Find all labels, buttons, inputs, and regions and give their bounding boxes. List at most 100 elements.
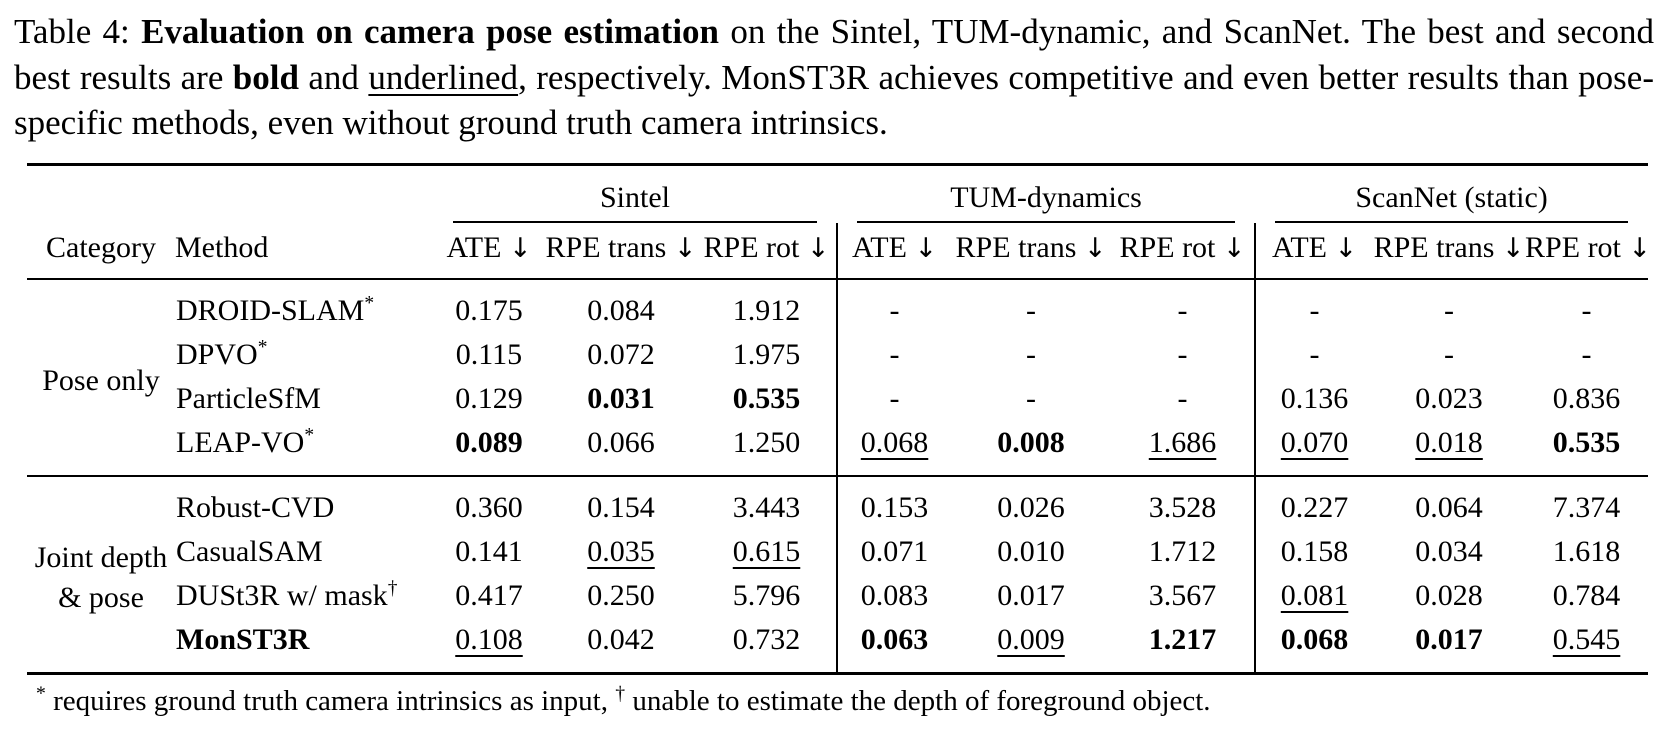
value-cell: 1.686	[1111, 420, 1257, 476]
value-cell: 0.072	[587, 337, 655, 371]
down-arrow-icon: ↓	[673, 232, 697, 264]
table-row: Joint depth & pose Robust-CVD 0.360 0.154 3.4…	[27, 474, 1649, 673]
footnote-segment: †	[615, 681, 626, 704]
value-cell: 3.567	[1111, 573, 1257, 618]
caption-segment: on the Sintel, TUM-dynamic, and ScanNet.…	[14, 12, 1655, 97]
footnote-segment: unable to estimate the depth of foregrou…	[625, 684, 1211, 717]
value-cell: 0.028	[1415, 578, 1483, 612]
group-underline	[453, 220, 818, 223]
table-row: CasualSAM 0.141 0.035 0.615 0.071 0.010 1.712 0…	[27, 529, 1648, 574]
value-cell: -	[889, 293, 900, 327]
dataset-group-title: TUM-dynamics	[950, 180, 1142, 214]
value-cell: 0.026	[951, 474, 1112, 530]
value-cell: 1.618	[1552, 534, 1621, 568]
value-cell: 0.018	[1415, 425, 1483, 459]
dataset-group-title: Sintel	[600, 180, 671, 214]
method-name: DPVO	[176, 337, 258, 371]
value-cell: 0.035	[587, 534, 655, 568]
method-column-header: Method	[175, 222, 433, 280]
value-cell: -	[1444, 293, 1455, 327]
value-cell: 0.084	[587, 293, 655, 327]
method-cell: DROID-SLAM*	[175, 279, 433, 333]
value-cell: -	[1111, 376, 1257, 421]
value-cell: 0.089	[455, 425, 523, 459]
caption-segment: and	[298, 57, 369, 97]
table-row: MonST3R 0.108 0.042 0.732 0.063 0.009 1.217 0.0…	[27, 617, 1648, 674]
method-cell: MonST3R	[175, 618, 433, 674]
method-cell: DPVO*	[175, 333, 433, 377]
table-caption: Table 4: Evaluation on camera pose estim…	[0, 0, 1674, 146]
table-section: Joint depth & pose Robust-CVD 0.360 0.154 3.4…	[27, 474, 1649, 674]
value-cell: 0.068	[1280, 622, 1349, 656]
value-cell: 0.063	[860, 622, 929, 656]
value-cell: 0.009	[997, 622, 1065, 656]
footnote: * requires ground truth camera intrinsic…	[0, 675, 1674, 718]
metric-column-header: ATE ↓	[1255, 222, 1374, 280]
group-underline	[1275, 220, 1629, 223]
metric-column-header: RPE rot ↓	[1111, 222, 1257, 280]
value-cell: 5.796	[697, 573, 839, 618]
value-cell: -	[1111, 278, 1257, 333]
value-cell: 0.250	[587, 578, 655, 612]
table-row: ParticleSfM 0.129 0.031 0.535- - -0.136 0.023 0…	[27, 376, 1648, 421]
value-cell: 0.535	[697, 376, 839, 421]
value-cell: 0.158	[1280, 534, 1349, 568]
group-header-row: Sintel TUM-dynamics ScanNet (static)	[27, 164, 1648, 223]
caption-segment: bold	[232, 57, 299, 97]
value-cell: 7.374	[1525, 474, 1649, 530]
value-cell: -	[1309, 337, 1320, 371]
dataset-group-header: TUM-dynamics	[837, 164, 1255, 223]
footnote-segment: *	[36, 681, 46, 704]
method-cell: CasualSAM	[175, 530, 433, 574]
method-name: MonST3R	[176, 622, 310, 656]
group-header-spacer	[27, 164, 433, 223]
down-arrow-icon: ↓	[914, 232, 938, 264]
metric-column-header: RPE trans ↓	[951, 222, 1112, 280]
down-arrow-icon: ↓	[806, 232, 830, 264]
value-cell: -	[1309, 293, 1320, 327]
table-row: DUSt3R w/ mask† 0.417 0.250 5.796 0.083 0.017…	[27, 573, 1648, 618]
value-cell: -	[1581, 337, 1592, 371]
method-superscript: †	[387, 577, 398, 599]
value-cell: 0.023	[1415, 381, 1483, 415]
table-row: LEAP-VO* 0.089 0.066 1.250 0.068 0.008 1.686 0.…	[27, 420, 1648, 476]
value-cell: 0.034	[1415, 534, 1483, 568]
value-cell: 0.083	[860, 578, 929, 612]
caption-segment: Table 4:	[14, 12, 142, 51]
value-cell: 0.836	[1552, 381, 1621, 415]
method-name: ParticleSfM	[176, 381, 321, 415]
dataset-group-title: ScanNet (static)	[1355, 180, 1548, 214]
value-cell: 0.417	[455, 578, 523, 612]
value-cell: 3.443	[697, 474, 839, 530]
metric-column-header: RPE trans ↓	[1373, 222, 1526, 280]
metric-label: RPE trans	[1373, 230, 1502, 264]
value-cell: 0.360	[433, 474, 545, 530]
value-cell: 0.017	[997, 578, 1065, 612]
value-cell: 0.108	[455, 622, 523, 656]
table-row: Pose only DROID-SLAM* 0.175 0.084 1.912- - - - -…	[27, 278, 1648, 397]
value-cell: 0.136	[1280, 381, 1349, 415]
method-name: DUSt3R w/ mask	[176, 578, 388, 612]
metric-label: RPE rot	[1525, 230, 1629, 264]
value-cell: 1.912	[697, 278, 839, 333]
value-cell: 0.071	[860, 534, 929, 568]
value-cell: 0.010	[997, 534, 1065, 568]
group-underline	[857, 220, 1236, 223]
down-arrow-icon: ↓	[1628, 232, 1652, 264]
value-cell: -	[1581, 293, 1592, 327]
value-cell: 0.545	[1552, 622, 1621, 656]
value-cell: 0.042	[587, 622, 655, 656]
method-name: Robust-CVD	[176, 490, 335, 524]
value-cell: 0.017	[1415, 622, 1483, 656]
metric-column-header: ATE ↓	[837, 222, 952, 280]
value-cell: 0.615	[697, 529, 839, 574]
method-cell: DUSt3R w/ mask†	[175, 574, 433, 618]
value-cell: 0.153	[837, 474, 952, 530]
method-superscript: *	[304, 424, 315, 446]
method-cell: ParticleSfM	[175, 377, 433, 421]
category-cell: Pose only	[42, 364, 160, 397]
results-table: Sintel TUM-dynamics ScanNet (static) Categ…	[27, 162, 1652, 675]
category-cell: Joint depth & pose	[27, 474, 175, 673]
value-cell: 0.066	[587, 425, 655, 459]
metric-label: ATE	[1271, 230, 1335, 264]
